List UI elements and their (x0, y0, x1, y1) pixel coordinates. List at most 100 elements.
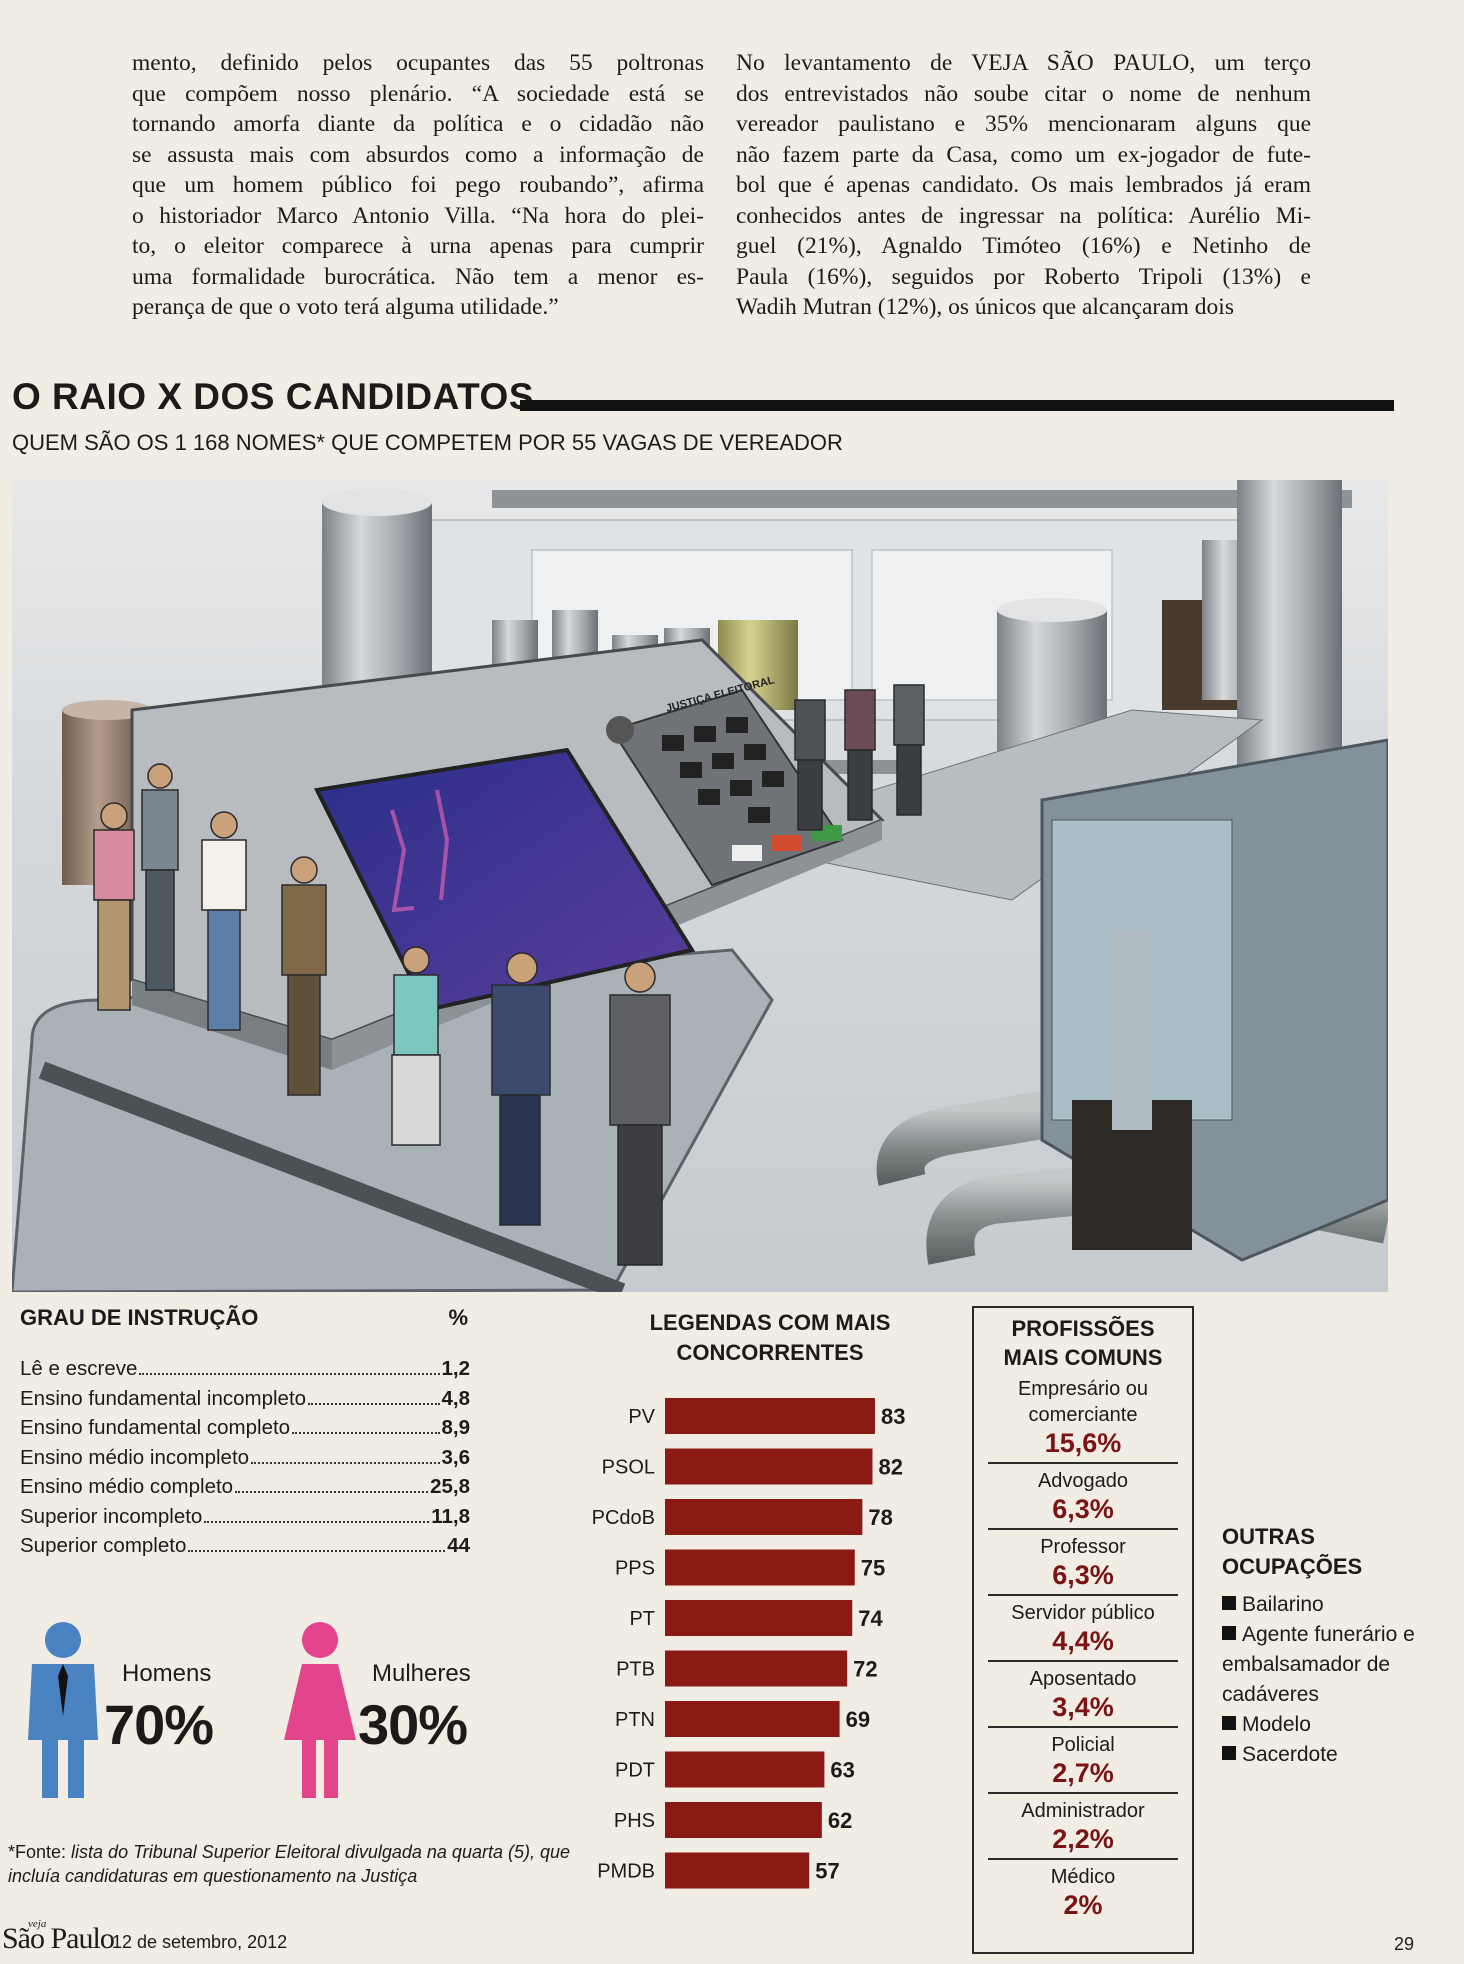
man-icon (28, 1622, 98, 1798)
party-label: PHS (614, 1810, 655, 1832)
page-number: 29 (1393, 1934, 1414, 1954)
source-note: *Fonte: lista do Tribunal Superior Eleit… (8, 1840, 598, 1888)
party-label: PT (629, 1608, 655, 1630)
leader-dots (235, 1491, 429, 1493)
professions-title: PROFISSÕES MAIS COMUNS (974, 1314, 1192, 1372)
party-value: 78 (868, 1505, 892, 1530)
article-line: Wadih Mutran (12%), os únicos que alcanç… (736, 294, 1234, 320)
profession-item: Médico 2% (988, 1860, 1178, 1924)
other-occupation-label: Sacerdote (1242, 1743, 1338, 1766)
profession-value: 2% (1063, 1890, 1103, 1920)
profession-item: Servidor público 4,4% (988, 1596, 1178, 1662)
profession-value: 6,3% (1052, 1560, 1114, 1590)
other-title-line1: OUTRAS (1222, 1524, 1315, 1549)
profession-value: 15,6% (1044, 1428, 1122, 1458)
profession-item: Aposentado 3,4% (988, 1662, 1178, 1728)
professions-title-line2: MAIS COMUNS (1003, 1345, 1163, 1370)
education-value: 4,8 (441, 1386, 471, 1410)
education-row: Ensino médio incompleto 3,6 (20, 1446, 470, 1476)
men-label: Homens (122, 1660, 212, 1687)
profession-name: Empresário ou comerciante (1017, 1378, 1149, 1426)
article-line: mento, definido pelos ocupantes das 55 p… (132, 50, 704, 76)
profession-value: 4,4% (1052, 1626, 1114, 1656)
article-line: dos entrevistados não soube citar o nome… (736, 80, 1311, 107)
party-bar (665, 1802, 822, 1838)
education-label: Ensino médio incompleto (20, 1445, 250, 1469)
education-value: 8,9 (441, 1416, 471, 1439)
other-occupation-item: Bailarino (1222, 1590, 1454, 1620)
square-bullet-icon (1222, 1746, 1236, 1760)
education-table: GRAU DE INSTRUÇÃO % Lê e escreve 1,2 Ensin… (20, 1305, 470, 1557)
party-label: PV (628, 1406, 655, 1428)
article-line: não fazem parte da Casa, como um ex-joga… (736, 141, 1311, 168)
professions-list: Empresário ou comerciante 15,6% Advogado 6,… (974, 1372, 1192, 1924)
party-bar (665, 1852, 810, 1889)
article-column-right: No levantamento de VEJA SÃO PAULO, um te… (736, 48, 1311, 323)
party-label: PTN (615, 1709, 655, 1731)
education-row: Ensino fundamental completo 8,9 (20, 1416, 470, 1446)
article-line: to, o eleitor comparece à urna apenas pa… (132, 233, 704, 259)
party-value: 83 (881, 1404, 905, 1429)
education-row: Ensino fundamental incompleto 4,8 (20, 1387, 470, 1417)
party-bar-chart: PV 83 PSOL 82 PCdoB 78 PPS 75 PT 74 PTB 72 PTN 69 PDT 6… (592, 1398, 905, 1889)
party-label: PDT (615, 1760, 655, 1782)
education-row: Ensino médio completo 25,8 (20, 1475, 470, 1505)
education-rows: Lê e escreve 1,2 Ensino fundamental incomp… (20, 1357, 470, 1564)
party-value: 57 (815, 1859, 839, 1884)
leader-dots (251, 1461, 440, 1464)
article-line: uma formalidade burocrática. Não tem a m… (132, 263, 704, 290)
party-value: 75 (861, 1556, 885, 1581)
party-title-line2: CONCORRENTES (676, 1340, 864, 1365)
party-bar (665, 1398, 875, 1434)
article-line: tornando amorfa diante da política e o c… (132, 111, 704, 137)
other-occupation-label: Agente funerário e embalsamador de cadáv… (1222, 1623, 1415, 1706)
leader-dots (308, 1402, 440, 1405)
profession-item: Policial 2,7% (988, 1728, 1178, 1794)
education-title: GRAU DE INSTRUÇÃO (20, 1305, 259, 1330)
profession-value: 6,3% (1052, 1494, 1114, 1524)
leader-dots (204, 1520, 430, 1523)
education-label: Lê e escreve (20, 1357, 138, 1380)
square-bullet-icon (1222, 1596, 1236, 1610)
article-line: conhecidos antes de ingressar na polític… (736, 202, 1311, 229)
profession-item: Empresário ou comerciante 15,6% (988, 1372, 1178, 1464)
page-footer: veja São Paulo 12 de setembro, 2012 29 (0, 1918, 1464, 1964)
profession-value: 2,2% (1052, 1824, 1114, 1854)
profession-name: Servidor público (1011, 1602, 1155, 1624)
party-bar (665, 1600, 853, 1636)
education-row: Lê e escreve 1,2 (20, 1357, 470, 1387)
leader-dots (292, 1432, 440, 1434)
leader-dots (188, 1550, 446, 1552)
education-row: Superior completo 44 (20, 1534, 470, 1564)
profession-item: Advogado 6,3% (988, 1464, 1178, 1530)
other-occupation-item: Sacerdote (1222, 1740, 1454, 1770)
professions-title-line1: PROFISSÕES (1011, 1316, 1155, 1341)
other-occupation-item: Agente funerário e embalsamador de cadáv… (1222, 1620, 1454, 1710)
article-line: o historiador Marco Antonio Villa. “Na h… (132, 202, 704, 229)
article-line: guel (21%), Agnaldo Timóteo (16%) e Neti… (736, 233, 1311, 259)
gender-men: Homens 70% (22, 1620, 252, 1800)
education-value: 1,2 (441, 1357, 471, 1380)
gender-women: Mulheres 30% (282, 1620, 512, 1800)
party-value: 72 (853, 1657, 877, 1682)
education-value: 11,8 (431, 1504, 470, 1528)
other-occupations-title: OUTRAS OCUPAÇÕES (1222, 1522, 1454, 1582)
square-bullet-icon (1222, 1626, 1236, 1640)
party-bar (665, 1751, 825, 1788)
women-value: 30% (358, 1693, 468, 1756)
section-subhead: QUEM SÃO OS 1 168 NOMES* QUE COMPETEM PO… (12, 430, 843, 455)
profession-item: Professor 6,3% (988, 1530, 1178, 1596)
profession-name: Policial (1051, 1734, 1115, 1756)
article-line: Paula (16%), seguidos por Roberto Tripol… (736, 263, 1311, 290)
party-label: PCdoB (592, 1507, 655, 1529)
other-occupations-list: Bailarino Agente funerário e embalsamador… (1222, 1590, 1454, 1770)
party-value: 63 (830, 1758, 854, 1783)
article-line: vereador paulistano e 35% mencionaram al… (736, 111, 1311, 137)
profession-value: 2,7% (1052, 1758, 1114, 1788)
article-line: bol que é apenas candidato. Os mais lemb… (736, 172, 1311, 198)
article-line: se assusta mais com absurdos como a info… (132, 141, 704, 168)
other-occupations: OUTRAS OCUPAÇÕES Bailarino Agente funerár… (1222, 1522, 1454, 1770)
men-value: 70% (104, 1693, 214, 1756)
professions-box: PROFISSÕES MAIS COMUNS Empresário ou com… (972, 1306, 1194, 1954)
education-label: Ensino fundamental completo (20, 1416, 291, 1439)
